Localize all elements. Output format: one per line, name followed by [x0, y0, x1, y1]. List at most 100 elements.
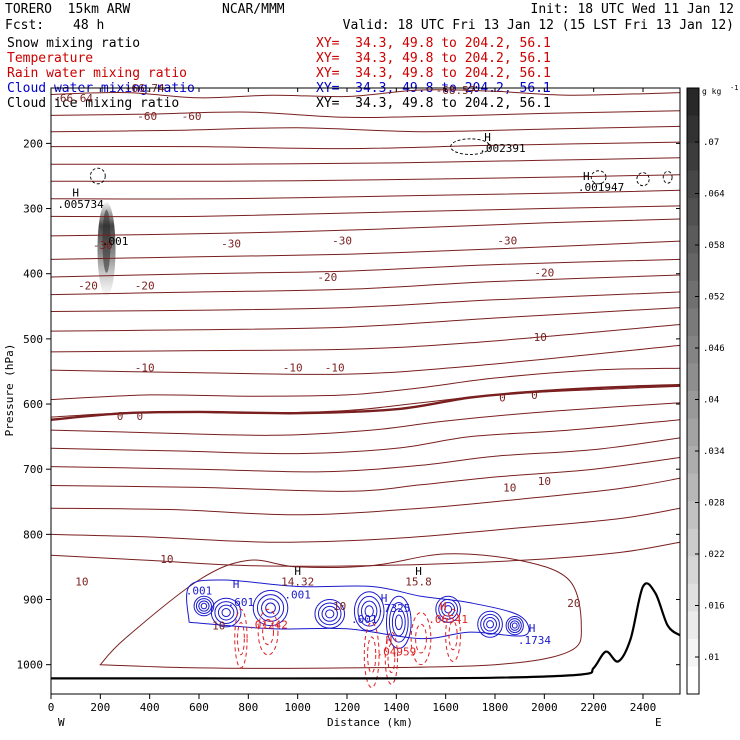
contour-label-12: -20 [534, 266, 554, 279]
cloud-water-contour-6-0 [435, 595, 461, 623]
terrain-line [51, 582, 680, 680]
contour-label-33: .001947 [578, 181, 624, 194]
y-tick-label-2: 400 [23, 268, 43, 281]
colorbar-tick-label-8: .022 [703, 550, 725, 560]
field-xy-rain: XY= 34.3, 49.8 to 204.2, 56.1 [316, 66, 551, 81]
isotherm-line-8 [51, 218, 680, 237]
colorbar-tick-label-4: .046 [703, 344, 725, 354]
contour-label-19: 0 [499, 392, 506, 405]
contour-label-51: H [529, 622, 536, 635]
x-tick-label-0: 0 [48, 701, 55, 714]
rain-contour-4-0 [410, 612, 432, 666]
rain-contour-0-0 [234, 608, 248, 669]
contour-label-3: -60 [137, 110, 157, 123]
cloud-water-contour-5-0 [385, 595, 412, 649]
cloud-ice-contour-4 [662, 170, 673, 184]
colorbar-step-13 [687, 446, 699, 475]
contour-label-31: .002391 [479, 142, 525, 155]
temperature-contours [51, 89, 680, 669]
contour-label-37: H [294, 565, 301, 578]
cloud-water-contour-2-0 [252, 589, 289, 627]
cloud-water-contour-0-3 [200, 602, 208, 610]
contour-label-24: 10 [75, 575, 88, 588]
cloud-ice-contour-2 [590, 170, 607, 185]
x-tick-label-8: 1600 [432, 701, 459, 714]
colorbar-tick-label-0: .07 [703, 138, 719, 148]
isotherm-line-11 [51, 274, 680, 296]
colorbar-step-0 [687, 88, 699, 117]
colorbar-step-15 [687, 501, 699, 530]
rain-contour-1-1 [262, 619, 274, 646]
contour-label-41: .01242 [248, 618, 288, 631]
contour-label-17: 0 [117, 410, 124, 423]
contour-label-48: .06541 [428, 613, 468, 626]
cloud-water-contours [186, 579, 530, 649]
isotherm-line-10 [51, 258, 680, 278]
contour-label-26: 20 [567, 597, 580, 610]
contour-label-21: 10 [503, 481, 516, 494]
cloud-water-contour-4-0 [353, 591, 385, 632]
x-tick-label-4: 800 [238, 701, 258, 714]
colorbar-step-1 [687, 115, 699, 144]
contour-label-43: H [381, 592, 388, 605]
isotherm-line-21 [51, 457, 680, 492]
colorbar-step-19 [687, 611, 699, 640]
isotherm-line-13 [51, 307, 680, 332]
contour-label-8: -30 [497, 234, 517, 247]
field-xy-snow: XY= 34.3, 49.8 to 204.2, 56.1 [316, 36, 551, 51]
colorbar-step-11 [687, 391, 699, 420]
field-name-rain: Rain water mixing ratio [7, 66, 188, 81]
rain-contour-4-1 [415, 623, 427, 654]
cloud-ice-contour-3 [636, 172, 650, 187]
contour-label-34: .001 [186, 584, 213, 597]
contour-label-13: -10 [135, 362, 155, 375]
y-axis-label: Pressure (hPa) [3, 344, 16, 437]
contour-label-27: H [72, 186, 79, 199]
x-tick-label-5: 1000 [284, 701, 311, 714]
isotherm-line-0 [51, 89, 680, 99]
colorbar-step-6 [687, 253, 699, 282]
x-tick-label-3: 600 [189, 701, 209, 714]
cloud-water-contour-5-1 [388, 602, 409, 643]
field-xy-cloud-ice: XY= 34.3, 49.8 to 204.2, 56.1 [316, 96, 551, 111]
isotherm-line-9 [51, 240, 680, 260]
isotherm-line-2 [51, 125, 680, 133]
isotherm-line-6 [51, 189, 680, 200]
cloud-water-contour-0-2 [198, 600, 210, 612]
cloud-water-contour-7-3 [486, 620, 495, 629]
axes: 0 200 400 600 800 1000 1200 1400 1600 1800 2000 220… [17, 88, 680, 714]
colorbar-step-17 [687, 556, 699, 585]
contour-label-15: -10 [325, 362, 345, 375]
colorbar-step-5 [687, 225, 699, 254]
colorbar-step-12 [687, 418, 699, 447]
contour-label-16: -10 [527, 331, 547, 344]
cloud-water-contour-5-3 [394, 614, 403, 631]
colorbar-tick-label-9: .016 [703, 602, 725, 612]
cloud-water-contour-3-1 [317, 602, 342, 626]
model-title: TORERO 15km ARW [5, 2, 131, 17]
snow-plume-core [102, 209, 111, 273]
forecast-label: Fcst: [5, 18, 45, 33]
y-tick-label-6: 800 [23, 528, 43, 541]
cloud-water-contour-4-3 [364, 605, 374, 618]
contour-label-38: 14.32 [281, 575, 314, 588]
isotherm-line-15 [51, 344, 680, 375]
field-xy-temperature: XY= 34.3, 49.8 to 204.2, 56.1 [316, 51, 551, 66]
rain-contour-1-0 [257, 608, 279, 656]
cloud-water-contour-1-2 [217, 604, 235, 621]
contour-label-36: .601 [228, 596, 255, 609]
contour-label-25: 10 [333, 600, 346, 613]
colorbar-tick-label-1: .064 [703, 190, 725, 200]
cloud-water-envelope [186, 579, 530, 640]
isotherm-line-7 [51, 205, 680, 218]
colorbar: .07 .064 .058 .052 .046 .04 .034 .028 .022 .016 .0… [686, 84, 738, 695]
contour-label-23: 10 [160, 553, 173, 566]
x-axis-label: Distance (km) [327, 716, 413, 729]
contour-label-52: .1734 [518, 634, 551, 647]
cloud-water-contour-3-2 [321, 605, 338, 622]
cloud-water-contour-8-0 [505, 615, 524, 636]
rain-contour-2-0 [363, 621, 380, 688]
cloud-water-contour-8-2 [509, 620, 520, 631]
contour-label-11: -20 [317, 271, 337, 284]
x-tick-label-2: 400 [140, 701, 160, 714]
